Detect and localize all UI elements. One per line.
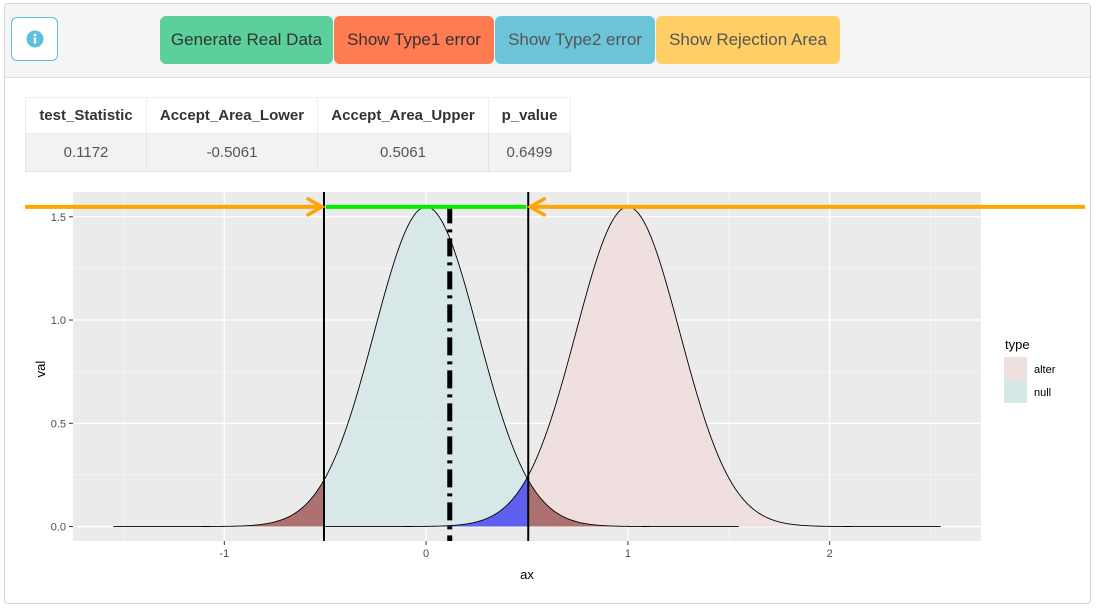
plot-axes: -1 0 1 2 0.0 0.5 1.0 1.5 — [51, 212, 833, 560]
legend: type alter null — [1004, 337, 1056, 403]
legend-title: type — [1005, 337, 1030, 352]
y-tick-label: 0.5 — [51, 418, 66, 430]
table-cell: -0.5061 — [146, 133, 318, 172]
y-tick-label: 0.0 — [51, 522, 66, 534]
table-row: 0.1172 -0.5061 0.5061 0.6499 — [25, 133, 571, 172]
y-axis-label: val — [33, 361, 48, 378]
table-header-row: test_Statistic Accept_Area_Lower Accept_… — [25, 97, 571, 134]
info-button[interactable] — [11, 17, 58, 61]
x-tick-label: -1 — [219, 548, 229, 560]
density-areas — [113, 206, 941, 527]
x-tick-label: 2 — [827, 548, 833, 560]
column-header: p_value — [488, 97, 571, 134]
legend-key-null — [1004, 380, 1027, 403]
column-header: test_Statistic — [25, 97, 147, 134]
table-cell: 0.1172 — [25, 133, 147, 172]
legend-label-alter: alter — [1034, 364, 1056, 376]
legend-label-null: null — [1034, 387, 1051, 399]
x-axis-label: ax — [520, 567, 534, 582]
type1-error-area-right — [528, 480, 739, 527]
rejection-arrowhead-right — [526, 197, 546, 217]
distribution-plot: -1 0 1 2 0.0 0.5 1.0 1.5 val ax type alter null — [25, 192, 1085, 582]
info-circle-icon — [26, 30, 43, 48]
type1-error-area-left — [113, 480, 324, 527]
show-type1-error-button[interactable]: Show Type1 error — [334, 16, 494, 64]
show-rejection-area-button[interactable]: Show Rejection Area — [656, 16, 840, 64]
app-panel: Generate Real Data Show Type1 error Show… — [4, 3, 1091, 604]
y-tick-label: 1.0 — [51, 315, 66, 327]
x-tick-label: 1 — [625, 548, 631, 560]
toolbar: Generate Real Data Show Type1 error Show… — [5, 4, 1090, 78]
plot-overlay — [25, 192, 1085, 541]
density-area-null — [113, 206, 739, 527]
rejection-arrowhead-left — [306, 197, 326, 217]
column-header: Accept_Area_Upper — [317, 97, 489, 134]
type2-error-area — [323, 475, 529, 527]
density-area-alter — [325, 206, 941, 527]
x-tick-label: 0 — [423, 548, 429, 560]
show-type2-error-button[interactable]: Show Type2 error — [495, 16, 655, 64]
y-tick-label: 1.5 — [51, 212, 66, 224]
legend-key-alter — [1004, 357, 1027, 380]
column-header: Accept_Area_Lower — [146, 97, 318, 134]
table-cell: 0.5061 — [317, 133, 489, 172]
results-table: test_Statistic Accept_Area_Lower Accept_… — [25, 97, 571, 172]
table-cell: 0.6499 — [488, 133, 571, 172]
generate-real-data-button[interactable]: Generate Real Data — [160, 16, 333, 64]
